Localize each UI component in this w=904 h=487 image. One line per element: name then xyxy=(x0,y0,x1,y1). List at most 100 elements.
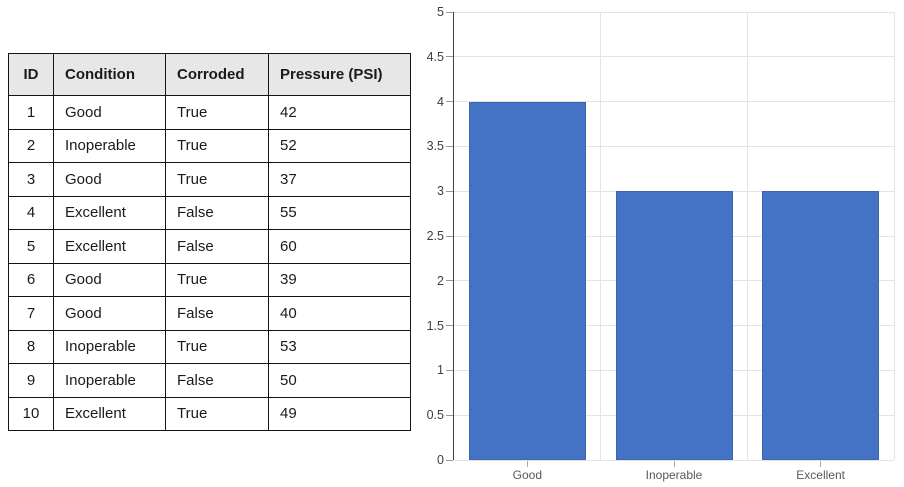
table-row: 6 Good True 39 xyxy=(8,262,411,297)
table-cell: 2 xyxy=(8,128,54,163)
table-cell: 10 xyxy=(8,396,54,431)
y-tick-label: 2 xyxy=(437,273,444,288)
table-row: 10 Excellent True 49 xyxy=(8,396,411,431)
table-cell: 7 xyxy=(8,296,54,331)
v-gridline xyxy=(893,12,895,460)
y-axis-tick xyxy=(446,414,453,416)
y-tick-label: 0 xyxy=(437,453,444,467)
y-tick-label: 5 xyxy=(437,5,444,19)
x-axis-tick xyxy=(673,461,675,467)
table-header: ID Condition Corroded Pressure (PSI) xyxy=(8,53,411,96)
y-tick-label: 1.5 xyxy=(426,318,444,333)
bar-chart: 0 0.5 1 1.5 2 2.5 3 3.5 4 4.5 5 Good Inoperable Excel… xyxy=(427,5,895,482)
table-cell: 4 xyxy=(8,195,54,230)
table-cell: False xyxy=(165,363,269,398)
table-cell: Excellent xyxy=(53,195,166,230)
y-axis-tick xyxy=(446,145,453,147)
x-axis-tick xyxy=(820,461,822,467)
table-row: 5 Excellent False 60 xyxy=(8,229,411,264)
table-cell: 40 xyxy=(268,296,411,331)
x-category-label: Inoperable xyxy=(645,468,703,482)
x-axis-tick xyxy=(526,461,528,467)
y-tick-label: 1 xyxy=(437,363,444,378)
table-row: 9 Inoperable False 50 xyxy=(8,363,411,398)
table-cell: 52 xyxy=(268,128,411,163)
table-row: 4 Excellent False 55 xyxy=(8,195,411,230)
h-gridline xyxy=(454,11,894,13)
table-cell: 42 xyxy=(268,95,411,130)
table-cell: 60 xyxy=(268,229,411,264)
y-axis-tick xyxy=(446,235,453,237)
y-axis-tick xyxy=(446,459,453,461)
table-cell: True xyxy=(165,128,269,163)
h-gridline xyxy=(454,459,894,461)
table-row: 3 Good True 37 xyxy=(8,162,411,197)
table-cell: 1 xyxy=(8,95,54,130)
table-row: 8 Inoperable True 53 xyxy=(8,329,411,364)
y-axis-tick xyxy=(446,280,453,282)
y-tick-label: 4 xyxy=(437,94,444,109)
table-cell: True xyxy=(165,396,269,431)
table-cell: True xyxy=(165,262,269,297)
bar-inoperable xyxy=(615,191,733,460)
table-cell: Good xyxy=(53,162,166,197)
table-cell: 49 xyxy=(268,396,411,431)
table-body: 1 Good True 42 2 Inoperable True 52 3 Good True 37 4… xyxy=(8,95,411,431)
table-cell: 50 xyxy=(268,363,411,398)
h-gridline xyxy=(454,101,894,103)
y-tick-label: 2.5 xyxy=(426,229,444,243)
table-header-cell: Pressure (PSI) xyxy=(268,53,411,96)
table-cell: 5 xyxy=(8,229,54,264)
table-header-cell: ID xyxy=(8,53,54,96)
v-gridline xyxy=(600,12,602,460)
table-cell: Excellent xyxy=(53,229,166,264)
y-tick-label: 3 xyxy=(437,184,444,199)
table-cell: 3 xyxy=(8,162,54,197)
table-cell: Good xyxy=(53,262,166,297)
pipe-data-table: ID Condition Corroded Pressure (PSI) 1 Good T… xyxy=(8,53,411,431)
h-gridline xyxy=(454,56,894,58)
table-cell: 6 xyxy=(8,262,54,297)
h-gridline xyxy=(454,145,894,147)
table-header-row: ID Condition Corroded Pressure (PSI) xyxy=(8,53,411,96)
table-cell: True xyxy=(165,162,269,197)
table-cell: False xyxy=(165,195,269,230)
table-cell: 8 xyxy=(8,329,54,364)
table-cell: 9 xyxy=(8,363,54,398)
table-row: 2 Inoperable True 52 xyxy=(8,128,411,163)
bar-good xyxy=(468,101,586,460)
table-cell: Good xyxy=(53,95,166,130)
y-axis-tick xyxy=(446,369,453,371)
table-cell: 39 xyxy=(268,262,411,297)
x-category-label: Good xyxy=(512,468,542,482)
table-cell: Inoperable xyxy=(53,363,166,398)
v-gridline xyxy=(746,12,748,460)
y-axis-tick xyxy=(446,11,453,13)
table-cell: 53 xyxy=(268,329,411,364)
table-cell: Inoperable xyxy=(53,128,166,163)
table-header-cell: Condition xyxy=(53,53,166,96)
y-tick-label: 0.5 xyxy=(426,408,444,423)
table-cell: Inoperable xyxy=(53,329,166,364)
table-cell: Good xyxy=(53,296,166,331)
table-cell: 37 xyxy=(268,162,411,197)
y-axis-tick xyxy=(446,56,453,58)
y-axis-tick xyxy=(446,101,453,103)
h-gridline xyxy=(454,190,894,192)
x-category-label: Excellent xyxy=(796,468,845,482)
table-cell: True xyxy=(165,95,269,130)
y-axis-tick xyxy=(446,190,453,192)
bar-excellent xyxy=(762,191,880,460)
y-tick-label: 3.5 xyxy=(426,139,444,154)
table-header-cell: Corroded xyxy=(165,53,269,96)
table-cell: False xyxy=(165,229,269,264)
table-cell: Excellent xyxy=(53,396,166,431)
table-cell: False xyxy=(165,296,269,331)
table-row: 7 Good False 40 xyxy=(8,296,411,331)
y-axis-tick xyxy=(446,325,453,327)
table-cell: 55 xyxy=(268,195,411,230)
table-row: 1 Good True 42 xyxy=(8,95,411,130)
y-tick-label: 4.5 xyxy=(426,49,444,64)
table-cell: True xyxy=(165,329,269,364)
